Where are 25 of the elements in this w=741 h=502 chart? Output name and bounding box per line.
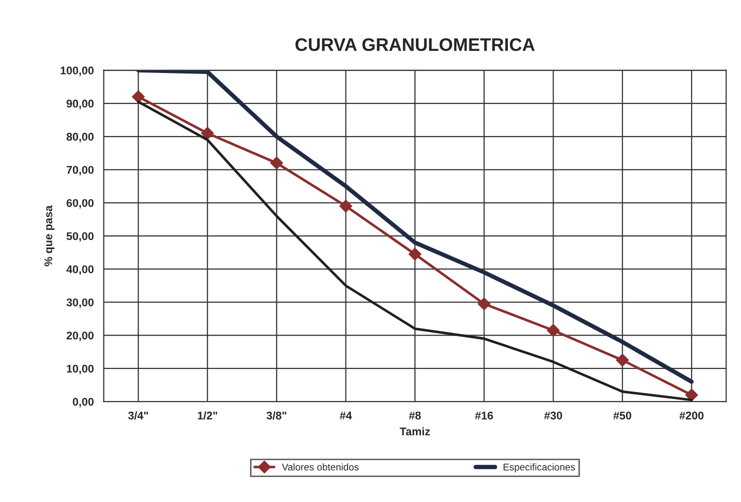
y-tick-label: 10,00 [66,364,94,374]
y-axis-title: % que pasa [44,205,54,266]
y-tick-label: 80,00 [66,132,94,142]
y-tick-label: 20,00 [66,332,94,342]
y-tick-label: 90,00 [66,100,94,110]
legend-label: Especificaciones [504,463,575,472]
x-tick-label: 1/2" [198,411,218,420]
y-tick-label: 30,00 [66,298,94,308]
x-axis-title: Tamiz [400,427,430,436]
x-tick-label: 3/4" [128,411,148,420]
x-tick-label: #50 [613,412,632,420]
y-tick-label: 40,00 [66,265,94,275]
x-tick-label: #8 [408,412,421,420]
x-tick-label: #200 [679,412,704,420]
x-tick-label: 3/8" [266,411,286,420]
y-tick-label: 50,00 [66,232,94,242]
chart-title: CURVA GRANULOMETRICA [295,38,535,52]
y-tick-label: 0,00 [72,398,94,408]
x-tick-label: #4 [340,412,352,420]
y-tick-label: 70,00 [66,166,94,176]
x-tick-label: #16 [475,412,493,420]
legend-label: Valores obtenidos [282,463,359,470]
y-tick-label: 100,00 [60,66,94,76]
x-tick-label: #30 [544,412,562,420]
y-tick-label: 60,00 [66,199,94,209]
